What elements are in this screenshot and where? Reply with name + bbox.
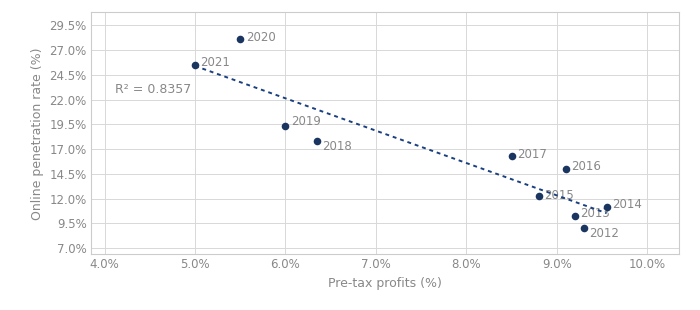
Text: 2015: 2015 [544, 189, 574, 202]
Text: 2016: 2016 [571, 161, 601, 174]
Y-axis label: Online penetration rate (%): Online penetration rate (%) [31, 47, 44, 219]
Text: 2019: 2019 [291, 115, 321, 128]
Text: 2018: 2018 [323, 140, 352, 153]
Text: 2012: 2012 [589, 227, 620, 240]
Point [601, 204, 612, 209]
Point [190, 62, 201, 67]
Point [578, 226, 589, 231]
Point [506, 154, 517, 159]
Text: 2017: 2017 [517, 148, 547, 161]
Text: 2013: 2013 [580, 207, 610, 220]
Text: 2014: 2014 [612, 198, 642, 211]
Point [234, 37, 246, 42]
Point [312, 139, 323, 144]
Text: 2020: 2020 [246, 31, 275, 44]
Point [280, 124, 291, 129]
Point [560, 166, 571, 171]
Point [569, 213, 580, 218]
Text: R² = 0.8357: R² = 0.8357 [116, 83, 192, 96]
Point [533, 193, 545, 198]
X-axis label: Pre-tax profits (%): Pre-tax profits (%) [328, 277, 442, 290]
Text: 2021: 2021 [200, 56, 230, 69]
